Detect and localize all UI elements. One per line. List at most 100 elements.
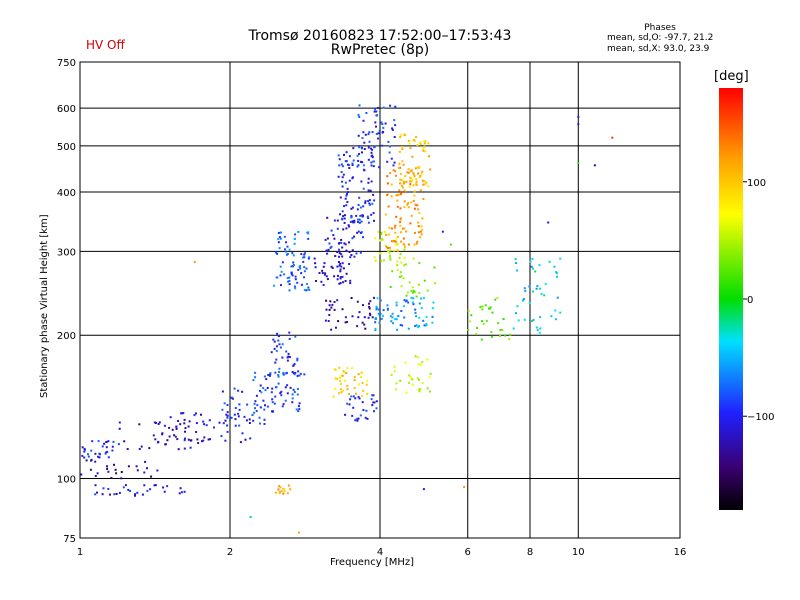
data-point	[118, 491, 121, 494]
data-point	[278, 367, 281, 370]
data-point	[426, 358, 429, 361]
data-point	[322, 284, 325, 286]
data-point	[183, 447, 186, 450]
data-point	[341, 374, 344, 377]
data-point	[360, 180, 363, 183]
data-point	[385, 233, 388, 236]
data-point	[338, 392, 340, 395]
data-point	[417, 172, 420, 175]
data-point	[360, 147, 363, 150]
data-point	[407, 139, 410, 142]
data-point	[362, 389, 365, 392]
data-point	[358, 221, 361, 224]
data-point	[258, 416, 261, 419]
data-point	[277, 334, 280, 337]
data-point	[280, 394, 283, 397]
data-point	[358, 397, 361, 400]
data-point	[364, 202, 367, 204]
data-point	[343, 242, 346, 245]
data-point	[202, 420, 205, 423]
data-point	[332, 234, 335, 237]
data-point	[249, 437, 252, 440]
data-point	[238, 403, 241, 406]
data-point	[431, 307, 434, 310]
data-point	[339, 268, 342, 271]
data-point	[423, 145, 426, 148]
data-point	[112, 440, 115, 443]
data-point	[394, 240, 397, 243]
data-point	[277, 231, 280, 234]
data-point	[422, 297, 425, 300]
x-tick-label: 1	[77, 547, 83, 558]
data-point	[290, 271, 293, 274]
data-point	[182, 412, 185, 415]
data-point	[320, 280, 323, 283]
data-point	[467, 309, 470, 312]
data-point	[414, 203, 417, 206]
data-point	[532, 267, 535, 270]
data-point	[339, 277, 342, 280]
data-point	[380, 259, 383, 262]
data-point	[351, 414, 354, 417]
data-point	[422, 319, 425, 322]
data-point	[338, 255, 340, 258]
data-point	[341, 210, 344, 213]
data-point	[396, 205, 399, 208]
data-point	[386, 175, 389, 178]
data-point	[379, 299, 382, 302]
data-point	[501, 329, 504, 331]
data-point	[548, 260, 551, 263]
data-point	[484, 304, 487, 307]
data-point	[120, 477, 123, 480]
data-point	[593, 164, 596, 167]
data-point	[358, 218, 361, 221]
data-point	[117, 443, 120, 446]
data-point	[416, 377, 419, 380]
data-point	[409, 222, 412, 225]
data-point	[280, 284, 282, 287]
data-point	[367, 200, 370, 202]
data-point	[361, 161, 364, 164]
data-point	[342, 281, 345, 284]
data-point	[318, 272, 321, 274]
data-point	[349, 279, 352, 282]
data-point	[412, 199, 415, 202]
data-point	[280, 231, 282, 234]
data-point	[509, 333, 512, 336]
data-point	[179, 423, 182, 426]
data-point	[394, 170, 397, 173]
data-point	[94, 484, 97, 487]
data-point	[528, 301, 531, 304]
data-point	[303, 266, 306, 269]
data-point	[336, 299, 339, 302]
data-point	[362, 187, 365, 190]
data-point	[127, 465, 130, 468]
data-point	[423, 140, 426, 143]
data-point	[394, 243, 397, 246]
data-point	[327, 248, 330, 251]
data-point	[404, 175, 407, 178]
data-point	[299, 265, 302, 268]
data-point	[349, 256, 352, 259]
data-point	[387, 250, 389, 252]
data-point	[377, 308, 380, 311]
data-point	[298, 374, 301, 377]
data-point	[277, 488, 280, 491]
data-point	[517, 319, 520, 322]
data-point	[267, 374, 270, 376]
data-point	[307, 257, 310, 260]
data-point	[202, 439, 205, 442]
data-point	[374, 327, 377, 330]
data-point	[577, 162, 580, 165]
data-point	[273, 284, 276, 287]
data-point	[325, 299, 328, 302]
data-point	[275, 349, 278, 352]
data-point	[418, 378, 421, 381]
data-point	[350, 207, 353, 210]
data-point	[296, 357, 299, 360]
data-point	[399, 221, 402, 224]
data-point	[611, 136, 614, 139]
data-point	[237, 415, 240, 418]
data-point	[106, 465, 108, 468]
